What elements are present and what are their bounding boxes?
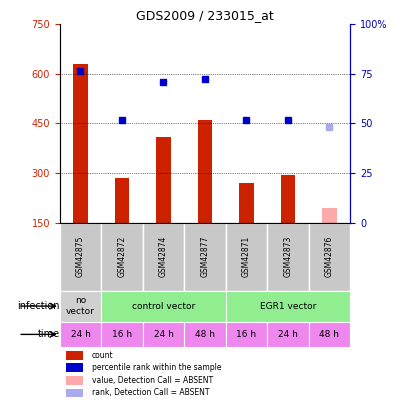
Text: GSM42877: GSM42877	[201, 236, 209, 277]
Text: percentile rank within the sample: percentile rank within the sample	[92, 363, 221, 372]
Text: 24 h: 24 h	[154, 330, 174, 339]
Text: 24 h: 24 h	[278, 330, 298, 339]
FancyBboxPatch shape	[101, 322, 143, 347]
Text: EGR1 vector: EGR1 vector	[260, 302, 316, 311]
Text: control vector: control vector	[132, 302, 195, 311]
Bar	[66, 351, 83, 360]
FancyBboxPatch shape	[60, 222, 101, 290]
Text: count: count	[92, 351, 113, 360]
Text: GSM42872: GSM42872	[117, 236, 127, 277]
FancyBboxPatch shape	[184, 222, 226, 290]
Text: 48 h: 48 h	[195, 330, 215, 339]
Text: GSM42871: GSM42871	[242, 236, 251, 277]
FancyBboxPatch shape	[267, 322, 309, 347]
FancyBboxPatch shape	[143, 222, 184, 290]
Text: GSM42873: GSM42873	[283, 236, 293, 277]
Text: GSM42876: GSM42876	[325, 236, 334, 277]
Bar	[281, 175, 295, 222]
FancyBboxPatch shape	[309, 322, 350, 347]
Text: GSM42874: GSM42874	[159, 236, 168, 277]
Bar	[156, 136, 171, 222]
Bar	[115, 178, 129, 222]
FancyBboxPatch shape	[226, 290, 350, 322]
Text: GSM42875: GSM42875	[76, 236, 85, 277]
Bar	[73, 64, 88, 222]
Bar	[322, 208, 337, 222]
Text: infection: infection	[17, 301, 60, 311]
Text: value, Detection Call = ABSENT: value, Detection Call = ABSENT	[92, 376, 213, 385]
Text: 24 h: 24 h	[70, 330, 90, 339]
Bar	[66, 388, 83, 397]
Text: 48 h: 48 h	[320, 330, 339, 339]
FancyBboxPatch shape	[143, 322, 184, 347]
Bar	[66, 376, 83, 385]
FancyBboxPatch shape	[60, 290, 101, 322]
Bar	[66, 363, 83, 372]
Text: 16 h: 16 h	[236, 330, 257, 339]
FancyBboxPatch shape	[267, 222, 309, 290]
Title: GDS2009 / 233015_at: GDS2009 / 233015_at	[136, 9, 274, 22]
FancyBboxPatch shape	[60, 322, 101, 347]
FancyBboxPatch shape	[101, 222, 143, 290]
Text: rank, Detection Call = ABSENT: rank, Detection Call = ABSENT	[92, 388, 209, 397]
FancyBboxPatch shape	[101, 290, 226, 322]
FancyBboxPatch shape	[309, 222, 350, 290]
Text: 16 h: 16 h	[112, 330, 132, 339]
FancyBboxPatch shape	[226, 222, 267, 290]
Bar	[239, 183, 254, 222]
Text: no
vector: no vector	[66, 296, 95, 316]
Text: time: time	[37, 329, 60, 339]
FancyBboxPatch shape	[226, 322, 267, 347]
FancyBboxPatch shape	[184, 322, 226, 347]
Bar	[198, 120, 212, 222]
